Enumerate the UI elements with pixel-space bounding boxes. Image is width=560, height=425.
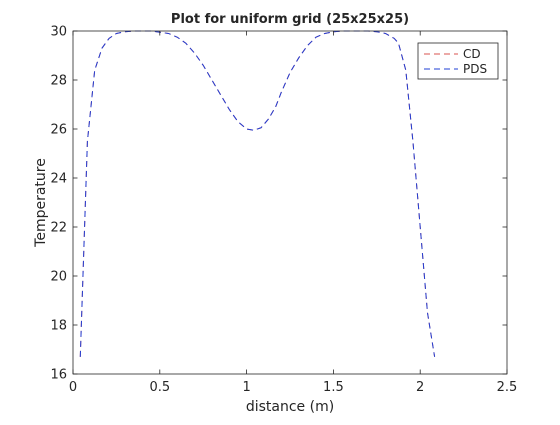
y-tick-label: 24	[50, 172, 67, 187]
y-tick-label: 20	[50, 270, 67, 285]
chart-title: Plot for uniform grid (25x25x25)	[171, 12, 409, 27]
plot-area	[73, 31, 507, 374]
x-axis-label: distance (m)	[246, 399, 334, 415]
legend-label-pds: PDS	[463, 62, 487, 76]
x-tick-label: 0.5	[149, 380, 170, 395]
x-tick-label: 0	[69, 380, 77, 395]
x-tick-label: 2.5	[497, 380, 518, 395]
y-tick-label: 22	[50, 221, 67, 236]
legend-label-cd: CD	[463, 47, 481, 61]
x-tick-label: 2	[416, 380, 424, 395]
y-axis-label: Temperature	[33, 158, 49, 248]
ticks-layer: 0 0.5 1 1.5 2 2.5 16 18 20 22 24 26 28 30	[50, 25, 517, 396]
y-tick-label: 16	[50, 368, 67, 383]
y-tick-label: 26	[50, 123, 67, 138]
x-tick-label: 1	[242, 380, 250, 395]
y-tick-label: 18	[50, 319, 67, 334]
legend: CD PDS	[417, 42, 499, 80]
x-tick-label: 1.5	[323, 380, 344, 395]
legend-box	[417, 42, 499, 80]
y-tick-label: 30	[50, 25, 67, 40]
axes-box	[72, 30, 508, 375]
y-tick-label: 28	[50, 74, 67, 89]
